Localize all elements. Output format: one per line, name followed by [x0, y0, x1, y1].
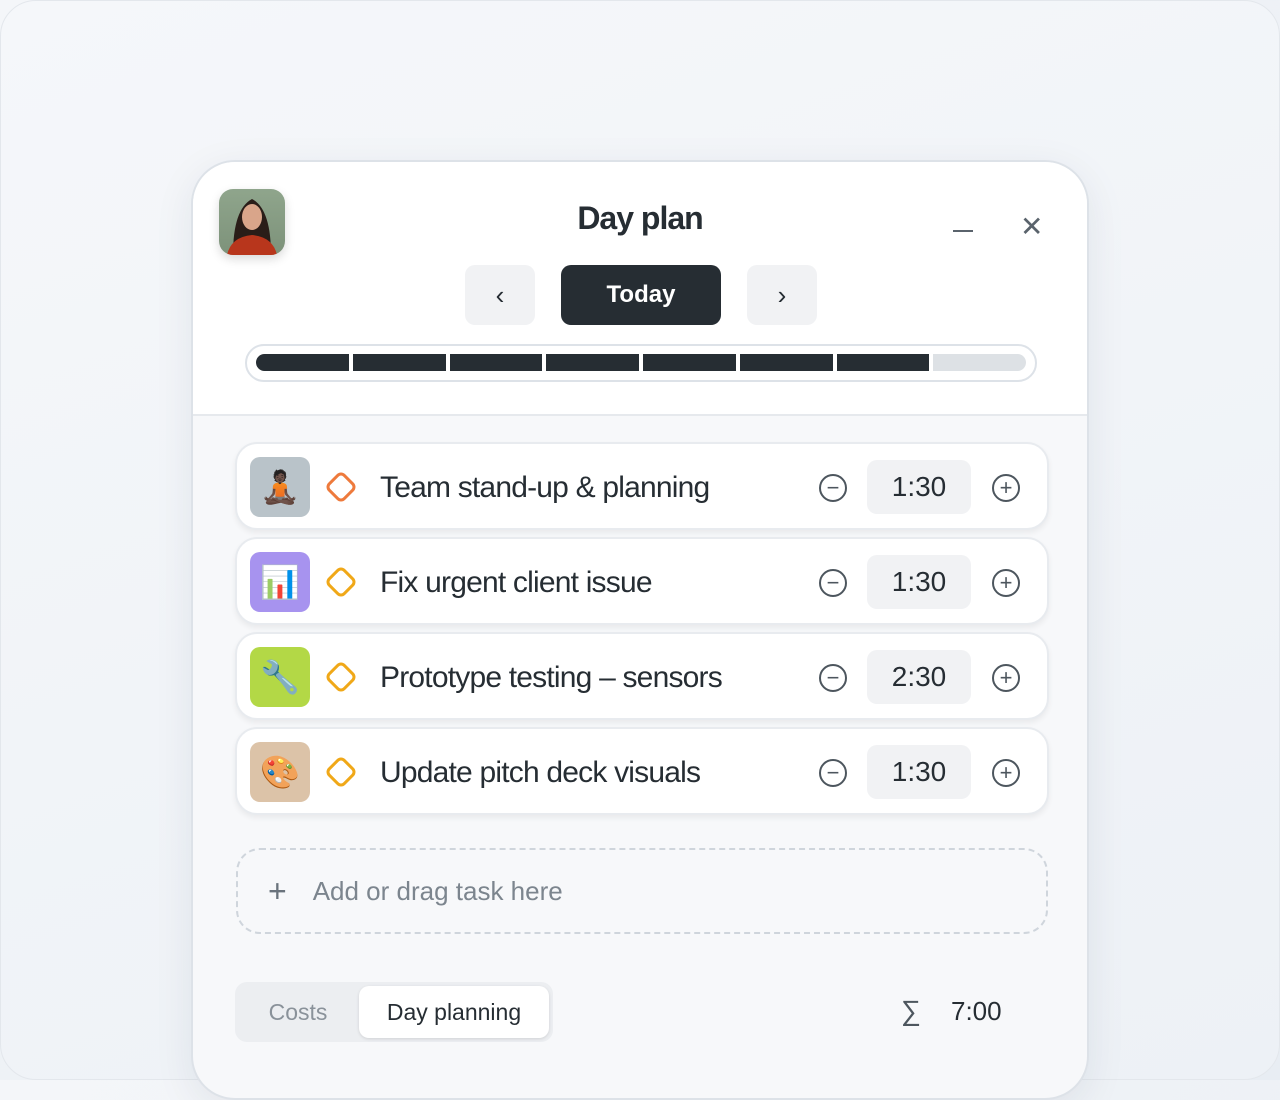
task-duration[interactable]: 1:30 [867, 555, 971, 609]
decrease-duration-button[interactable]: − [819, 664, 847, 692]
close-icon[interactable]: ✕ [1020, 211, 1044, 242]
view-switcher: Costs Day planning [235, 982, 553, 1042]
day-plan-window: Day plan ✕ ‹ Today › 🧘🏿 Team stand-up & … [191, 160, 1089, 1100]
plus-icon: + [268, 872, 287, 909]
palette-emoji-icon: 🎨 [250, 742, 310, 802]
progress-segment [643, 354, 736, 371]
page-title: Day plan [577, 200, 703, 236]
task-duration[interactable]: 2:30 [867, 650, 971, 704]
avatar[interactable] [219, 189, 285, 255]
decrease-duration-button[interactable]: − [819, 474, 847, 502]
minimize-icon[interactable] [953, 230, 973, 232]
tab-day-planning[interactable]: Day planning [359, 986, 549, 1038]
decrease-duration-button[interactable]: − [819, 569, 847, 597]
increase-duration-button[interactable]: + [992, 759, 1020, 787]
progress-segment [352, 354, 446, 371]
task-row[interactable]: 📊 Fix urgent client issue − 1:30 + [235, 537, 1049, 625]
increase-duration-button[interactable]: + [992, 569, 1020, 597]
increase-duration-button[interactable]: + [992, 474, 1020, 502]
diamond-icon[interactable] [324, 565, 358, 599]
task-row[interactable]: 🎨 Update pitch deck visuals − 1:30 + [235, 727, 1049, 815]
progress-segment [546, 354, 639, 371]
meditation-emoji-icon: 🧘🏿 [250, 457, 310, 517]
decrease-duration-button[interactable]: − [819, 759, 847, 787]
task-name: Fix urgent client issue [380, 566, 653, 599]
diamond-clock-icon[interactable] [324, 470, 358, 504]
progress-segment [836, 354, 930, 371]
avatar-portrait-icon [227, 199, 277, 255]
add-task-dropzone[interactable]: + Add or drag task here [236, 848, 1048, 934]
total-duration: 7:00 [951, 996, 1002, 1026]
sum-icon: ∑ [901, 995, 921, 1026]
task-duration[interactable]: 1:30 [867, 460, 971, 514]
tab-costs[interactable]: Costs [268, 998, 328, 1025]
task-name: Team stand-up & planning [380, 471, 710, 504]
wrench-emoji-icon: 🔧 [250, 647, 310, 707]
today-button[interactable]: Today [561, 265, 721, 325]
progress-segment [739, 354, 833, 371]
task-duration[interactable]: 1:30 [867, 745, 971, 799]
previous-day-button[interactable]: ‹ [465, 265, 535, 325]
progress-segment [933, 354, 1026, 371]
task-name: Update pitch deck visuals [380, 756, 701, 789]
diamond-icon[interactable] [324, 755, 358, 789]
task-name: Prototype testing – sensors [380, 661, 723, 694]
progress-segment [256, 354, 349, 371]
header: Day plan ✕ ‹ Today › [193, 162, 1087, 416]
task-row[interactable]: 🔧 Prototype testing – sensors − 2:30 + [235, 632, 1049, 720]
task-row[interactable]: 🧘🏿 Team stand-up & planning − 1:30 + [235, 442, 1049, 530]
bar-chart-emoji-icon: 📊 [250, 552, 310, 612]
diamond-icon[interactable] [324, 660, 358, 694]
day-progress-bar [245, 344, 1037, 382]
progress-segment [449, 354, 543, 371]
increase-duration-button[interactable]: + [992, 664, 1020, 692]
add-task-label: Add or drag task here [312, 875, 563, 906]
next-day-button[interactable]: › [747, 265, 817, 325]
